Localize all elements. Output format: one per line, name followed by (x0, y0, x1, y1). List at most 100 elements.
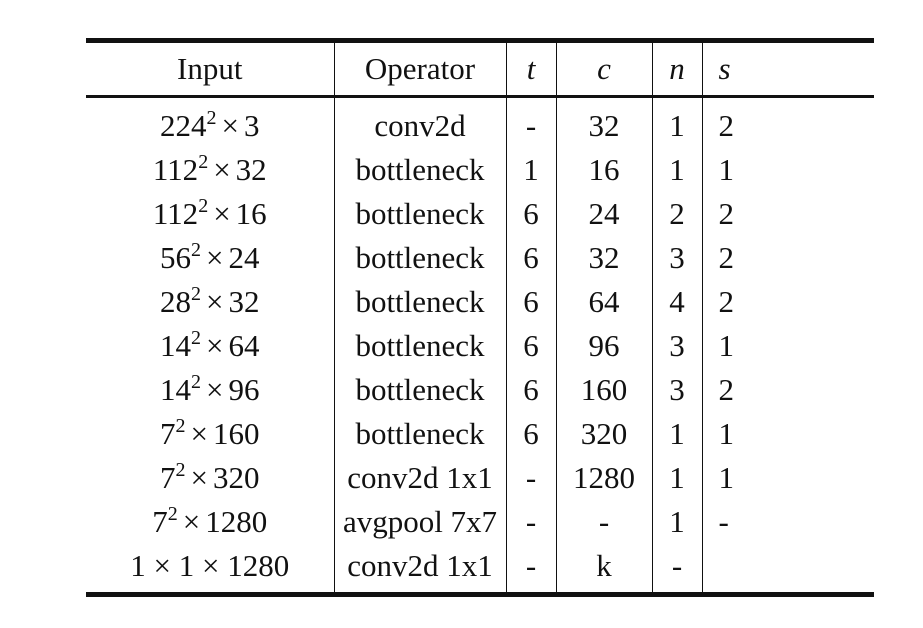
input-exponent: 2 (191, 327, 201, 349)
input-text: 1 × 1 × 1280 (130, 548, 290, 583)
input-exponent: 2 (198, 151, 209, 173)
cell-c: 96 (556, 324, 653, 368)
table-header-row: Input Operator t c n s (86, 40, 874, 97)
cell-input: 72 × 1280 (86, 500, 335, 544)
cell-n: 3 (652, 236, 703, 280)
cell-c: 16 (556, 148, 653, 192)
cell-operator: conv2d 1x1 (334, 544, 507, 595)
cell-n: 1 (652, 412, 703, 456)
cell-operator: avgpool 7x7 (334, 500, 507, 544)
cell-s: 1 (718, 460, 735, 495)
table-row: 1122 × 16 bottleneck 6 24 2 2 (86, 192, 874, 236)
input-exponent: 2 (191, 371, 201, 393)
architecture-table: Input Operator t c n s 2242 × 3 conv2d -32 1 2… (86, 38, 874, 597)
input-base: 7 (152, 504, 168, 539)
cell-s: 1 (718, 328, 735, 363)
table-row: 72 × 160 bottleneck 6 320 1 1 (86, 412, 874, 456)
cell-n: - (652, 544, 703, 595)
cell-s (702, 544, 874, 595)
cell-input: 72 × 160 (86, 412, 335, 456)
cell-c: - (556, 500, 653, 544)
cell-t: - (506, 456, 557, 500)
cell-n: 3 (652, 324, 703, 368)
architecture-table-container: Input Operator t c n s 2242 × 3 conv2d -32 1 2… (86, 38, 874, 597)
input-base: 7 (160, 460, 176, 495)
cell-operator: bottleneck (334, 412, 507, 456)
cell-input: 142 × 96 (86, 368, 335, 412)
header-input: Input (86, 40, 335, 97)
table-row: 1122 × 32 bottleneck 1 16 1 1 (86, 148, 874, 192)
cell-input: 562 × 24 (86, 236, 335, 280)
input-base: 14 (160, 372, 191, 407)
times-symbol: × (206, 284, 224, 319)
input-base: 224 (160, 108, 207, 143)
cell-t: 1 (506, 148, 557, 192)
table-row: 562 × 24 bottleneck 6 32 3 2 (86, 236, 874, 280)
cell-n: 3 (652, 368, 703, 412)
input-exponent: 2 (191, 283, 201, 305)
header-c: c (556, 40, 653, 97)
header-operator: Operator (334, 40, 507, 97)
cell-t: 6 (506, 192, 557, 236)
cell-operator: bottleneck (334, 148, 507, 192)
cell-operator: bottleneck (334, 324, 507, 368)
cell-input: 282 × 32 (86, 280, 335, 324)
times-symbol: × (190, 416, 208, 451)
times-symbol: × (221, 108, 239, 143)
input-channels: 64 (228, 328, 260, 363)
input-exponent: 2 (206, 107, 217, 129)
cell-n: 4 (652, 280, 703, 324)
input-channels: 3 (243, 108, 260, 143)
cell-s: - (718, 504, 729, 539)
cell-t: - (506, 96, 557, 148)
cell-c: 160 (556, 368, 653, 412)
cell-c: 64 (556, 280, 653, 324)
cell-operator: bottleneck (334, 192, 507, 236)
cell-s: 2 (718, 372, 735, 407)
times-symbol: × (206, 372, 224, 407)
input-channels: 24 (228, 240, 260, 275)
input-base: 28 (160, 284, 191, 319)
cell-operator: bottleneck (334, 280, 507, 324)
table-row: 282 × 32 bottleneck 6 64 4 2 (86, 280, 874, 324)
input-base: 14 (160, 328, 191, 363)
cell-c: 32 (556, 236, 653, 280)
cell-t: 6 (506, 324, 557, 368)
cell-input: 1122 × 32 (86, 148, 335, 192)
header-n: n (652, 40, 703, 97)
times-symbol: × (206, 240, 224, 275)
times-symbol: × (213, 196, 231, 231)
table-row: 1 × 1 × 1280 conv2d 1x1- k - (86, 544, 874, 595)
times-symbol: × (182, 504, 201, 539)
input-base: 112 (152, 196, 199, 231)
cell-s: 2 (718, 196, 735, 231)
cell-operator: conv2d (334, 96, 507, 148)
table-row: 72 × 1280 avgpool 7x7- -1- (86, 500, 874, 544)
input-channels: 320 (212, 460, 260, 495)
input-base: 112 (152, 152, 199, 187)
cell-t: 6 (506, 236, 557, 280)
cell-t: 6 (506, 280, 557, 324)
table-row: 72 × 320 conv2d 1x1-1280 1 1 (86, 456, 874, 500)
cell-n: 1 (652, 500, 703, 544)
cell-c: 320 (556, 412, 653, 456)
cell-input: 1 × 1 × 1280 (86, 544, 335, 595)
cell-n: 1 (652, 148, 703, 192)
cell-c: k (556, 544, 653, 595)
input-base: 7 (160, 416, 176, 451)
cell-t: - (506, 544, 557, 595)
input-channels: 16 (235, 196, 267, 231)
times-symbol: × (206, 328, 224, 363)
cell-input: 142 × 64 (86, 324, 335, 368)
cell-operator: bottleneck (334, 236, 507, 280)
cell-t: - (506, 500, 557, 544)
cell-c: 24 (556, 192, 653, 236)
input-channels: 160 (212, 416, 260, 451)
cell-n: 2 (652, 192, 703, 236)
cell-operator: bottleneck (334, 368, 507, 412)
times-symbol: × (190, 460, 208, 495)
input-channels: 32 (235, 152, 267, 187)
header-s: s (718, 51, 731, 86)
cell-s: 2 (718, 284, 735, 319)
input-channels: 1280 (205, 504, 268, 539)
